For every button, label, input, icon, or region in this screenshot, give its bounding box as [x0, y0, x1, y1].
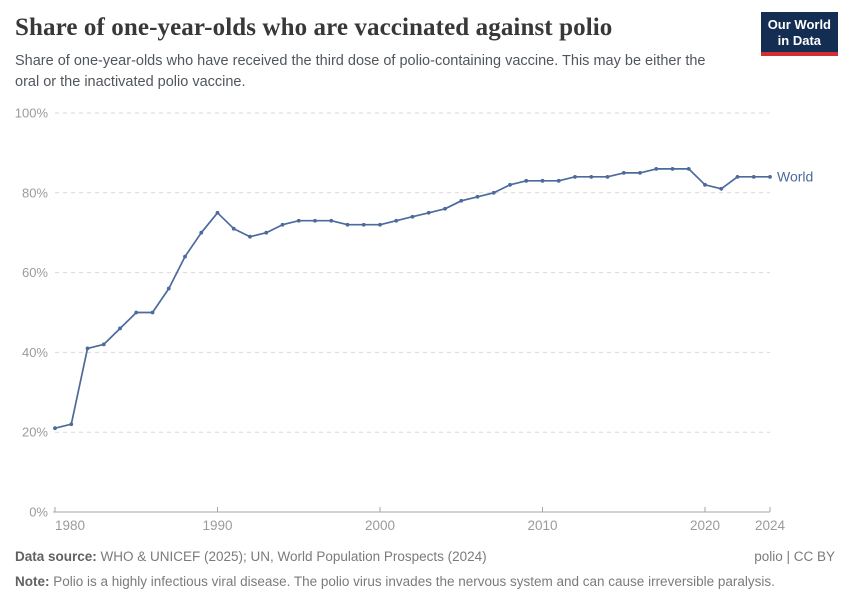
x-tick-label-2000: 2000: [365, 518, 395, 533]
data-point-2017[interactable]: [654, 166, 659, 171]
x-tick-label-1990: 1990: [202, 518, 232, 533]
data-point-2004[interactable]: [443, 206, 447, 211]
data-point-2015[interactable]: [621, 170, 626, 175]
data-point-2018[interactable]: [670, 166, 675, 171]
data-point-1989[interactable]: [199, 230, 204, 235]
data-point-2005[interactable]: [459, 198, 464, 203]
data-point-1992[interactable]: [248, 234, 252, 239]
data-point-1986[interactable]: [150, 310, 155, 315]
data-point-1997[interactable]: [329, 218, 334, 223]
data-point-2016[interactable]: [638, 170, 642, 175]
data-point-2006[interactable]: [475, 194, 480, 199]
data-point-1999[interactable]: [361, 222, 366, 227]
y-tick-label-20: 20%: [22, 425, 48, 440]
data-point-2019[interactable]: [686, 166, 691, 171]
y-tick-label-40: 40%: [22, 345, 48, 360]
x-tick-label-2020: 2020: [690, 518, 720, 533]
data-point-2007[interactable]: [491, 190, 496, 195]
data-point-1998[interactable]: [345, 222, 350, 227]
data-point-2009[interactable]: [524, 178, 529, 183]
x-tick-label-1980: 1980: [55, 518, 85, 533]
chart-subtitle: Share of one-year-olds who have received…: [15, 53, 706, 90]
data-point-1985[interactable]: [134, 310, 139, 315]
data-point-1990[interactable]: [215, 210, 220, 215]
line-chart[interactable]: 0% 20% 40% 60% 80% 100% 1980 1990 2000 2010 2020 20…: [0, 95, 850, 560]
owid-logo[interactable]: Our World in Data: [760, 12, 838, 57]
source-row: Data source: WHO & UNICEF (2025); UN, Wo…: [15, 548, 835, 566]
data-point-2023[interactable]: [751, 174, 756, 179]
data-point-2002[interactable]: [410, 214, 415, 219]
data-point-1991[interactable]: [231, 226, 236, 231]
data-point-1994[interactable]: [280, 222, 285, 227]
note-label: Note:: [15, 573, 50, 589]
data-point-2001[interactable]: [394, 218, 399, 223]
data-point-2022[interactable]: [735, 174, 740, 179]
x-tick-label-2024: 2024: [755, 518, 786, 533]
data-point-1988[interactable]: [183, 254, 187, 259]
source-line: Data source: WHO & UNICEF (2025); UN, Wo…: [15, 548, 487, 566]
x-tick-label-2010: 2010: [527, 518, 557, 533]
data-point-2010[interactable]: [540, 178, 545, 183]
chart-footer: Data source: WHO & UNICEF (2025); UN, Wo…: [15, 548, 835, 591]
source-label: Data source:: [15, 548, 97, 564]
data-point-1982[interactable]: [85, 346, 90, 351]
data-point-2000[interactable]: [378, 222, 382, 227]
data-point-2012[interactable]: [573, 174, 577, 179]
owid-logo-line2: in Data: [777, 32, 822, 48]
chart-header: Share of one-year-olds who are vaccinate…: [15, 13, 755, 92]
data-point-1980[interactable]: [53, 426, 57, 431]
y-tick-label-0: 0%: [29, 505, 48, 520]
data-point-1995[interactable]: [296, 218, 301, 223]
series-label-world[interactable]: World: [777, 168, 813, 184]
data-point-2013[interactable]: [589, 174, 594, 179]
data-point-2024[interactable]: [768, 174, 772, 179]
data-point-1996[interactable]: [313, 218, 317, 223]
data-point-2020[interactable]: [703, 182, 707, 187]
y-tick-label-100: 100%: [15, 106, 49, 121]
data-point-1993[interactable]: [264, 230, 269, 235]
data-point-1984[interactable]: [118, 326, 122, 331]
data-point-1981[interactable]: [69, 422, 74, 427]
note-text: Polio is a highly infectious viral disea…: [49, 573, 775, 589]
data-point-1987[interactable]: [166, 286, 171, 291]
y-tick-label-60: 60%: [22, 265, 48, 280]
license-text[interactable]: polio | CC BY: [754, 548, 835, 564]
data-point-2011[interactable]: [556, 178, 561, 183]
data-point-2021[interactable]: [719, 186, 724, 191]
data-point-2003[interactable]: [426, 210, 431, 215]
y-tick-label-80: 80%: [22, 185, 48, 200]
data-point-2014[interactable]: [605, 174, 610, 179]
note-row: Note: Polio is a highly infectious viral…: [15, 573, 835, 591]
series-line-world[interactable]: [54, 168, 771, 430]
data-point-1983[interactable]: [101, 342, 106, 347]
owid-logo-line1: Our World: [767, 17, 831, 32]
data-point-2008[interactable]: [508, 182, 512, 187]
source-text: WHO & UNICEF (2025); UN, World Populatio…: [96, 548, 487, 564]
chart-title: Share of one-year-olds who are vaccinate…: [15, 14, 613, 41]
